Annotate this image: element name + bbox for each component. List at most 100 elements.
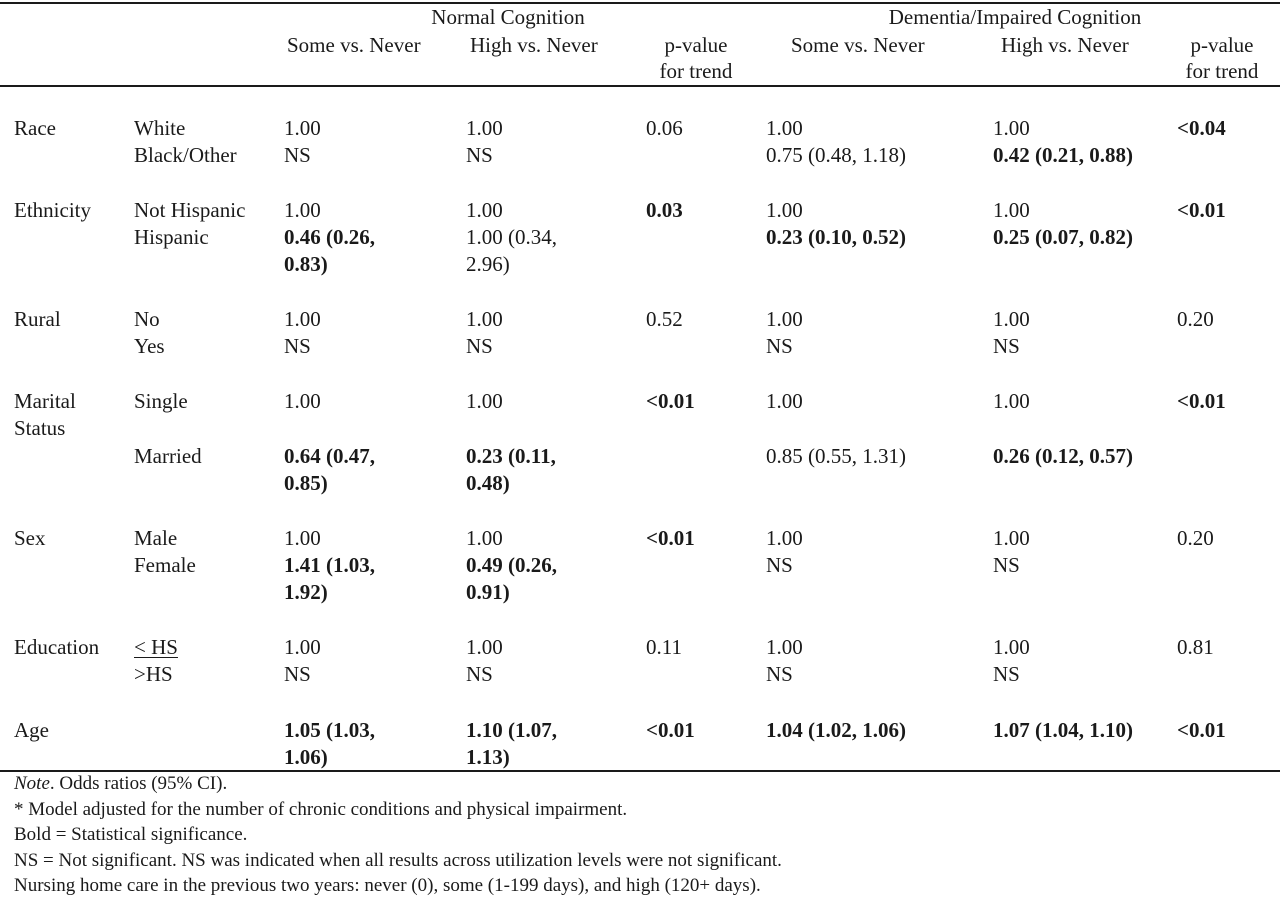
- col-header-dc-some: Some vs. Never: [791, 33, 925, 57]
- cell-nc-p: <0.01: [646, 718, 695, 742]
- row-sub-1: < HS: [134, 635, 178, 659]
- cell-nc-high-2b: 2.96): [466, 252, 510, 276]
- cell-nc-p: 0.11: [646, 635, 682, 659]
- cell-dc-some-2: NS: [766, 553, 793, 577]
- cell-dc-some: 1.04 (1.02, 1.06): [766, 718, 906, 742]
- cell-dc-some-1: 1.00: [766, 389, 803, 413]
- cell-nc-high-2a: 0.23 (0.11,: [466, 444, 556, 468]
- row-label: Education: [14, 635, 100, 659]
- row-label: Age: [14, 718, 49, 742]
- cell-nc-some-2: NS: [284, 662, 311, 686]
- cell-nc-some-b: 1.06): [284, 745, 328, 769]
- note-label: Note: [14, 773, 50, 794]
- cell-nc-some-2: NS: [284, 334, 311, 358]
- cell-nc-high-2: NS: [466, 143, 493, 167]
- cell-dc-high-2: 0.26 (0.12, 0.57): [993, 444, 1133, 468]
- note-line-4: NS = Not significant. NS was indicated w…: [14, 850, 782, 871]
- cell-nc-some-2: NS: [284, 143, 311, 167]
- row-label: Race: [14, 116, 56, 140]
- cell-nc-high-1: 1.00: [466, 198, 503, 222]
- cell-nc-some-2b: 0.85): [284, 471, 328, 495]
- row-sub-2: Black/Other: [134, 143, 237, 167]
- cell-nc-high-1: 1.00: [466, 635, 503, 659]
- cell-dc-p: <0.01: [1177, 198, 1226, 222]
- cell-nc-high-2a: 0.49 (0.26,: [466, 553, 557, 577]
- cell-nc-some-1: 1.00: [284, 307, 321, 331]
- cell-nc-high-2: NS: [466, 334, 493, 358]
- cell-dc-p: 0.20: [1177, 307, 1214, 331]
- cell-nc-high-1: 1.00: [466, 389, 503, 413]
- note-line-5: Nursing home care in the previous two ye…: [14, 875, 761, 896]
- cell-dc-high-2: 0.25 (0.07, 0.82): [993, 225, 1133, 249]
- col-header-dc-p-2: for trend: [1185, 59, 1259, 83]
- cell-dc-high-1: 1.00: [993, 635, 1030, 659]
- note-line-3: Bold = Statistical significance.: [14, 824, 248, 845]
- col-header-dc-p-1: p-value: [1190, 33, 1254, 57]
- row-sub-1: Male: [134, 526, 178, 550]
- col-header-nc-p-1: p-value: [664, 33, 728, 57]
- cell-nc-some-2b: 0.83): [284, 252, 328, 276]
- cell-nc-some-2b: 1.92): [284, 580, 328, 604]
- cell-dc-high-1: 1.00: [993, 116, 1030, 140]
- cell-dc-high-2: NS: [993, 334, 1020, 358]
- cell-nc-p: 0.52: [646, 307, 683, 331]
- cell-dc-high-2: NS: [993, 662, 1020, 686]
- row-label-1: Marital: [14, 389, 76, 413]
- cell-dc-high-1: 1.00: [993, 389, 1030, 413]
- cell-nc-p: <0.01: [646, 526, 695, 550]
- row-sub-2: Yes: [134, 334, 165, 358]
- cell-nc-high-1: 1.00: [466, 526, 503, 550]
- row-label-2: Status: [14, 416, 66, 440]
- cell-dc-high-1: 1.00: [993, 307, 1030, 331]
- cell-dc-p: <0.01: [1177, 389, 1226, 413]
- col-header-nc-some: Some vs. Never: [287, 33, 421, 57]
- cell-dc-some-1: 1.00: [766, 116, 803, 140]
- cell-nc-high-2b: 0.91): [466, 580, 510, 604]
- cell-dc-high: 1.07 (1.04, 1.10): [993, 718, 1133, 742]
- cell-dc-some-1: 1.00: [766, 526, 803, 550]
- cell-dc-some-2: 0.23 (0.10, 0.52): [766, 225, 906, 249]
- row-sub-2: Married: [134, 444, 202, 468]
- cell-nc-some-2a: 0.64 (0.47,: [284, 444, 375, 468]
- col-header-nc-p-2: for trend: [659, 59, 733, 83]
- cell-dc-some-1: 1.00: [766, 635, 803, 659]
- note-line-2: * Model adjusted for the number of chron…: [14, 799, 628, 820]
- bottom-rule: [0, 770, 1280, 772]
- cell-nc-some-2a: 0.46 (0.26,: [284, 225, 375, 249]
- cell-dc-p: <0.01: [1177, 718, 1226, 742]
- cell-dc-high-2: 0.42 (0.21, 0.88): [993, 143, 1133, 167]
- cell-dc-some-2: NS: [766, 662, 793, 686]
- cell-dc-some-2: 0.75 (0.48, 1.18): [766, 143, 906, 167]
- cell-nc-some-a: 1.05 (1.03,: [284, 718, 375, 742]
- cell-dc-p: <0.04: [1177, 116, 1226, 140]
- cell-dc-p: 0.81: [1177, 635, 1214, 659]
- note-line-1: Note. Odds ratios (95% CI).: [14, 770, 227, 797]
- row-sub-1: Not Hispanic: [134, 198, 246, 222]
- cell-dc-high-2: NS: [993, 553, 1020, 577]
- row-sub-1: White: [134, 116, 186, 140]
- row-sub-2: Hispanic: [134, 225, 209, 249]
- cell-nc-some-1: 1.00: [284, 389, 321, 413]
- cell-nc-some-1: 1.00: [284, 526, 321, 550]
- cell-nc-some-1: 1.00: [284, 198, 321, 222]
- cell-dc-some-2: NS: [766, 334, 793, 358]
- cell-dc-some-1: 1.00: [766, 198, 803, 222]
- group-header-dementia: Dementia/Impaired Cognition: [888, 5, 1142, 29]
- row-sub-1: No: [134, 307, 160, 331]
- cell-nc-high-a: 1.10 (1.07,: [466, 718, 557, 742]
- cell-nc-high-b: 1.13): [466, 745, 510, 769]
- cell-nc-high-2a: 1.00 (0.34,: [466, 225, 557, 249]
- cell-nc-high-2b: 0.48): [466, 471, 510, 495]
- cell-nc-p: 0.03: [646, 198, 683, 222]
- row-sub-2: Female: [134, 553, 196, 577]
- row-label: Sex: [14, 526, 46, 550]
- row-sub-2: >HS: [134, 662, 173, 686]
- cell-nc-some-1: 1.00: [284, 635, 321, 659]
- note-text: . Odds ratios (95% CI).: [49, 773, 228, 794]
- cell-nc-some-2a: 1.41 (1.03,: [284, 553, 375, 577]
- col-header-nc-high: High vs. Never: [470, 33, 598, 57]
- cell-nc-high-1: 1.00: [466, 116, 503, 140]
- col-header-dc-high: High vs. Never: [1001, 33, 1129, 57]
- top-rule: [0, 2, 1280, 4]
- cell-dc-some-2: 0.85 (0.55, 1.31): [766, 444, 906, 468]
